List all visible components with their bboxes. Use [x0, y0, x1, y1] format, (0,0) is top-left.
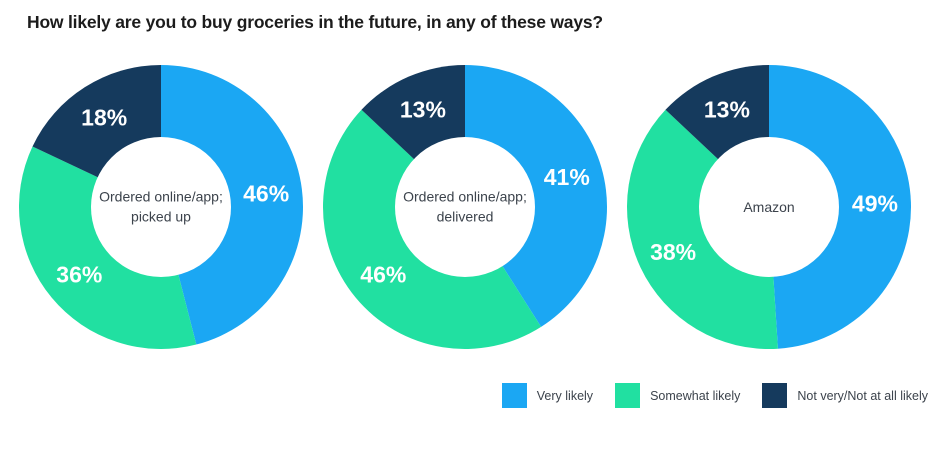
legend-item-very-likely: Very likely	[501, 383, 594, 408]
donut-chart-ordered-picked-up: 46% 36% 18% Ordered online/app; picked up	[9, 65, 313, 349]
legend-item-somewhat-likely: Somewhat likely	[615, 383, 740, 408]
segment-value-label: 49%	[852, 190, 898, 216]
chart-legend: Very likely Somewhat likely Not very/Not…	[501, 383, 928, 408]
donut-segment-very-likely	[161, 65, 303, 345]
donut-chart-ordered-delivered: 41% 46% 13% Ordered online/app; delivered	[313, 65, 617, 349]
segment-value-label: 41%	[544, 164, 590, 190]
segment-value-label: 13%	[400, 97, 446, 123]
donut-hole	[395, 137, 535, 277]
donut-hole	[91, 137, 231, 277]
donut-charts-row: 46% 36% 18% Ordered online/app; picked up 4…	[9, 65, 921, 349]
legend-swatch-not-likely	[762, 383, 788, 408]
legend-label-very-likely: Very likely	[536, 388, 594, 403]
segment-value-label: 46%	[243, 181, 289, 207]
donut-segment-very-likely	[769, 65, 911, 349]
legend-item-not-likely: Not very/Not at all likely	[762, 383, 928, 408]
donut-segment-somewhat-likely	[627, 109, 778, 349]
legend-swatch-very-likely	[501, 383, 527, 408]
donut-hole	[699, 137, 839, 277]
segment-value-label: 18%	[81, 104, 127, 130]
segment-value-label: 36%	[56, 261, 102, 287]
segment-value-label: 13%	[704, 97, 750, 123]
chart-title: How likely are you to buy groceries in t…	[27, 12, 603, 32]
donut-chart-amazon: 49% 38% 13% Amazon	[617, 65, 921, 349]
segment-value-label: 46%	[360, 261, 406, 287]
donut-svg-ordered-delivered: 41% 46% 13%	[323, 65, 607, 349]
segment-value-label: 38%	[650, 239, 696, 265]
donut-svg-amazon: 49% 38% 13%	[627, 65, 911, 349]
donut-svg-ordered-picked-up: 46% 36% 18%	[19, 65, 303, 349]
legend-label-not-likely: Not very/Not at all likely	[797, 388, 928, 403]
legend-label-somewhat-likely: Somewhat likely	[650, 388, 741, 403]
legend-swatch-somewhat-likely	[615, 383, 641, 408]
